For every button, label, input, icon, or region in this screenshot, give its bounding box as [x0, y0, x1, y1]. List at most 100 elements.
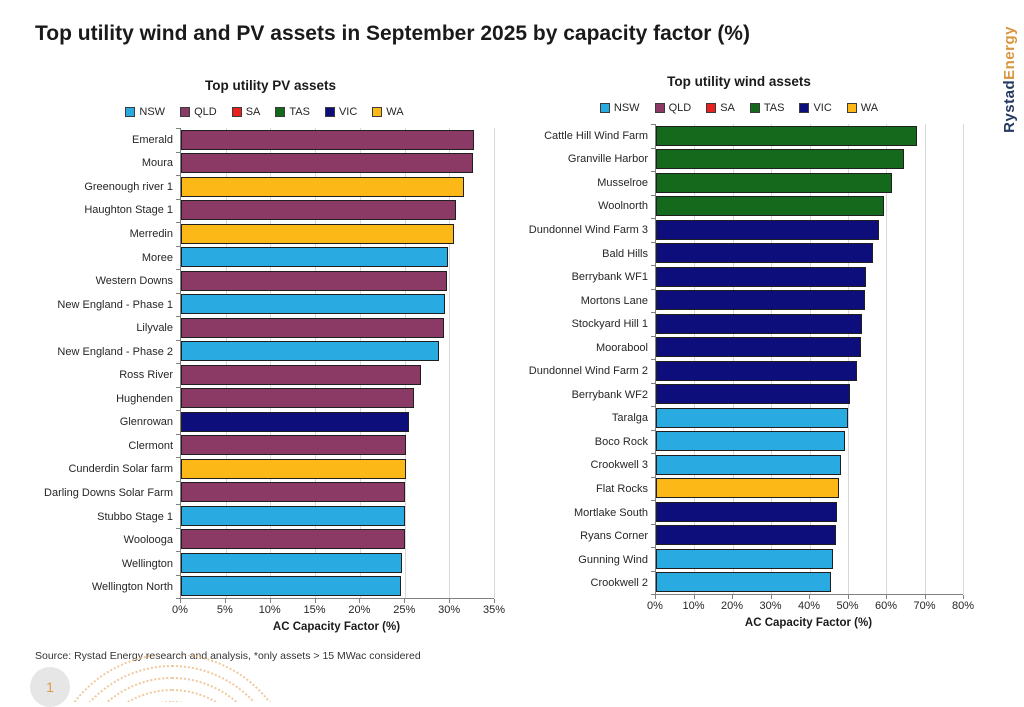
- legend-item-tas: TAS: [749, 102, 785, 114]
- category-tick: [651, 500, 656, 501]
- category-label: Dundonnel Wind Farm 3: [528, 223, 648, 236]
- x-tick-mark: [847, 595, 849, 599]
- bar-mortons-lane: [656, 290, 866, 311]
- bar-row: [181, 269, 494, 293]
- category-label: Wellington: [121, 557, 173, 570]
- legend-item-wa: WA: [372, 106, 404, 118]
- bar-row: [181, 528, 494, 552]
- logo-text-energy: Energy: [1001, 26, 1018, 80]
- gridline: [732, 124, 734, 594]
- wind-chart-title: Top utility wind assets: [667, 74, 811, 89]
- bar-row: [181, 575, 494, 599]
- category-tick: [651, 312, 656, 313]
- category-label: Crookwell 3: [590, 459, 648, 472]
- bar-row: [656, 242, 963, 266]
- category-tick: [651, 171, 656, 172]
- legend-swatch-qld: [654, 103, 665, 113]
- gridline: [963, 124, 964, 594]
- legend: NSW QLD SA TAS VIC WA: [35, 104, 494, 120]
- bar-moura: [181, 153, 474, 174]
- x-tick-mark: [809, 595, 810, 599]
- bar-dundonnel-wind-farm-3: [656, 219, 879, 240]
- category-tick: [176, 363, 181, 364]
- category-tick: [176, 316, 181, 317]
- x-axis: 0% 10% 20% 30% 40% 50% 60% 70% 80%: [647, 595, 974, 615]
- category-label: Flat Rocks: [596, 482, 648, 495]
- x-tick-mark: [224, 599, 226, 603]
- bar-western-downs: [181, 270, 447, 291]
- gridline: [494, 128, 495, 598]
- bar-cunderdin-solar-farm: [181, 458, 407, 479]
- x-tick-mark: [963, 595, 964, 599]
- category-label: New England - Phase 1: [57, 298, 173, 311]
- bar-emerald: [181, 129, 475, 150]
- page-number-badge: 1: [30, 667, 70, 707]
- category-tick: [176, 457, 181, 458]
- bar-row: [656, 148, 963, 172]
- legend: NSW QLD SA TAS VIC WA: [515, 100, 963, 116]
- bar-cattle-hill-wind-farm: [656, 125, 917, 146]
- x-tick-mark: [494, 599, 495, 603]
- gridline: [404, 128, 406, 598]
- category-tick: [176, 269, 181, 270]
- x-tick-label: 20%: [720, 600, 744, 612]
- bar-row: [181, 152, 494, 176]
- legend-swatch-sa: [706, 103, 717, 113]
- legend-swatch-nsw: [125, 107, 136, 117]
- legend-label: QLD: [194, 106, 217, 118]
- bar-row: [656, 195, 963, 219]
- category-labels: Cattle Hill Wind Farm Granville Harbor Mus…: [515, 124, 655, 595]
- bar-berrybank-wf1: [656, 266, 867, 287]
- plot-area: [176, 128, 495, 599]
- gridline: [886, 124, 888, 594]
- bar-row: [656, 524, 963, 548]
- bar-row: [656, 547, 963, 571]
- x-tick-label: 0%: [647, 600, 663, 612]
- x-tick-mark: [359, 599, 361, 603]
- category-tick: [651, 429, 656, 431]
- category-tick: [651, 241, 656, 243]
- x-tick-label: 20%: [348, 604, 371, 616]
- gridline: [359, 128, 361, 598]
- category-label: Haughton Stage 1: [84, 204, 173, 217]
- category-label: Greenough river 1: [84, 180, 173, 193]
- legend-label: NSW: [613, 102, 640, 114]
- category-tick: [651, 570, 656, 572]
- bar-row: [181, 551, 494, 575]
- legend-label: WA: [386, 106, 404, 118]
- legend-label: TAS: [763, 102, 785, 114]
- legend-swatch-nsw: [599, 103, 610, 113]
- gridline: [449, 128, 451, 598]
- x-tick-mark: [314, 599, 316, 603]
- category-label: Darling Downs Solar Farm: [44, 486, 173, 499]
- category-tick: [651, 147, 656, 149]
- bar-mortlake-south: [656, 501, 837, 522]
- bar-stubbo-stage-1: [181, 505, 405, 526]
- bar-row: [656, 124, 963, 148]
- bar-row: [181, 175, 494, 199]
- pv-assets-chart: Top utility PV assets NSW QLD SA TAS VIC WA E…: [35, 70, 505, 633]
- logo-text-rystad: Rystad: [1001, 79, 1018, 133]
- bar-boco-rock: [656, 431, 846, 452]
- bar-row: [181, 246, 494, 270]
- category-label: Western Downs: [95, 275, 173, 288]
- x-tick-mark: [770, 595, 772, 599]
- category-tick: [651, 382, 656, 384]
- category-label: Merredin: [129, 227, 173, 240]
- category-tick: [176, 151, 181, 153]
- category-tick: [651, 335, 656, 337]
- category-tick: [651, 594, 656, 595]
- category-tick: [176, 410, 181, 411]
- gridline: [809, 124, 811, 594]
- gridline: [225, 128, 227, 598]
- category-label: Musselroe: [597, 176, 648, 189]
- category-tick: [176, 574, 181, 576]
- bar-row: [656, 406, 963, 430]
- category-label: New England - Phase 2: [57, 345, 173, 358]
- category-label: Woolnorth: [598, 200, 648, 213]
- bar-row: [181, 293, 494, 317]
- x-tick-label: 80%: [951, 600, 975, 612]
- category-tick: [176, 198, 181, 200]
- legend-swatch-vic: [799, 103, 810, 113]
- bar-haughton-stage-1: [181, 200, 456, 221]
